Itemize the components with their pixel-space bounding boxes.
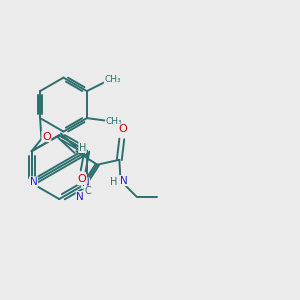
Text: O: O <box>118 124 127 134</box>
Text: N: N <box>30 177 38 187</box>
Text: CH₃: CH₃ <box>106 117 122 126</box>
Text: O: O <box>42 131 51 142</box>
Text: C: C <box>85 186 92 196</box>
Text: H: H <box>110 177 117 187</box>
Text: H: H <box>79 142 86 152</box>
Text: N: N <box>120 176 128 186</box>
Text: O: O <box>78 174 86 184</box>
Text: N: N <box>82 178 89 188</box>
Text: CH₃: CH₃ <box>104 75 121 84</box>
Text: N: N <box>76 192 84 202</box>
